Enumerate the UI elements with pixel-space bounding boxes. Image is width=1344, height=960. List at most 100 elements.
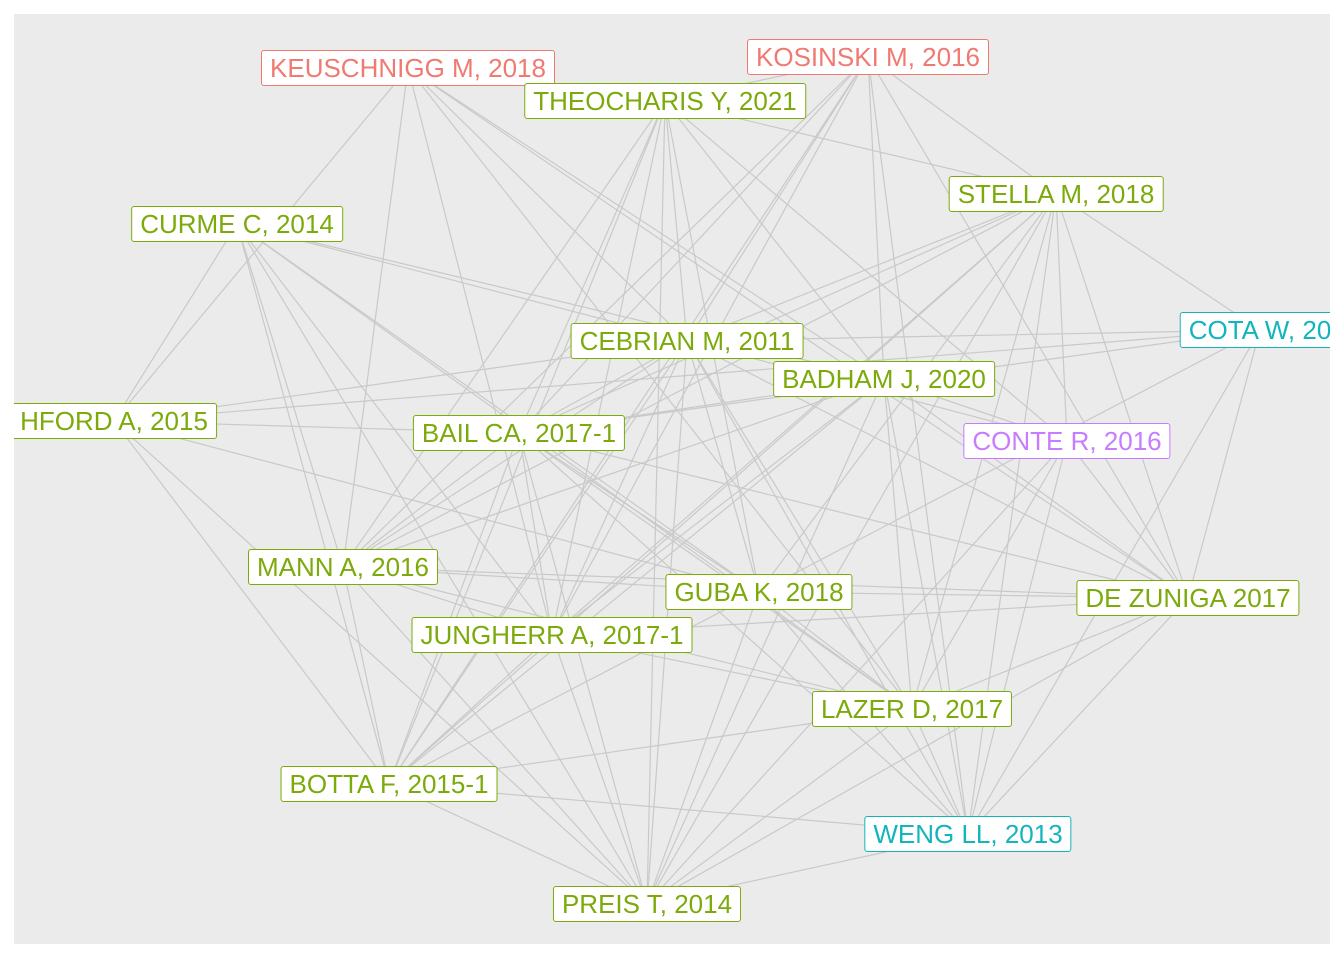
edge-ashford-preis [113,420,648,905]
edge-theocharis-conte [664,100,1068,442]
edge-stella-cebrian [686,193,1057,342]
edge-cebrian-dezuniga [686,340,1189,599]
edge-curme-mann [236,223,344,568]
edge-cebrian-jungherr [551,340,688,636]
node-keuschnigg: KEUSCHNIGG M, 2018 [261,50,555,86]
node-cebrian: CEBRIAN M, 2011 [570,323,804,359]
edge-kosinski-bail [518,56,869,434]
edge-cota-guba [758,329,1261,593]
edge-keuschnigg-jungherr [407,67,553,636]
edge-kosinski-stella [867,56,1057,195]
edge-conte-lazer [911,440,1068,710]
edge-dezuniga-weng [967,597,1189,835]
edge-bail-botta [388,432,520,785]
edge-conte-preis [646,440,1068,905]
node-conte: CONTE R, 2016 [963,423,1171,459]
edge-stella-preis [646,193,1057,905]
edge-kosinski-badham [867,56,885,380]
edge-cota-ashford [113,329,1261,422]
node-label: WENG LL, 2013 [873,819,1063,849]
edge-cota-dezuniga [1187,329,1261,599]
edge-stella-bail [518,193,1057,434]
node-label: CONTE R, 2016 [972,426,1162,456]
node-label: KOSINSKI M, 2016 [756,42,980,72]
edge-badham-weng [883,378,969,835]
node-label: LAZER D, 2017 [820,694,1004,724]
edge-curme-cebrian [236,223,688,342]
node-label: THEOCHARIS Y, 2021 [533,86,797,116]
edge-jungherr-preis [551,634,648,905]
edge-guba-preis [646,591,760,905]
edge-cebrian-botta [388,340,688,785]
edge-layer [113,56,1261,905]
edge-dezuniga-lazer [911,597,1189,710]
node-ashford: HFORD A, 2015 [14,403,217,439]
node-label: HFORD A, 2015 [20,406,208,436]
node-jungherr: JUNGHERR A, 2017-1 [411,617,693,653]
edge-mann-botta [342,566,390,785]
edge-keuschnigg-badham [407,67,885,380]
node-label: CURME C, 2014 [140,209,334,239]
edge-conte-weng [967,440,1068,835]
edge-curme-preis [236,223,648,905]
edge-cebrian-guba [686,340,760,593]
edge-kosinski-dezuniga [867,56,1189,599]
node-cota: COTA W, 20 [1179,312,1330,348]
edge-conte-dezuniga [1066,440,1189,599]
edge-badham-botta [388,378,885,785]
node-label: PREIS T, 2014 [561,889,733,919]
edge-stella-weng [967,193,1057,835]
edge-botta-preis [388,783,648,905]
node-kosinski: KOSINSKI M, 2016 [747,39,989,75]
edge-kosinski-cebrian [686,56,869,342]
node-label: BOTTA F, 2015-1 [289,769,489,799]
edge-jungherr-botta [388,634,553,785]
edge-badham-mann [342,378,885,568]
edge-curme-botta [236,223,390,785]
edge-bail-lazer [518,432,913,710]
node-label: MANN A, 2016 [257,552,429,582]
network-panel: KEUSCHNIGG M, 2018 KOSINSKI M, 2016 THEO… [14,14,1330,944]
edge-curme-lazer [236,223,913,710]
edge-stella-jungherr [551,193,1057,636]
edge-theocharis-cebrian [664,100,688,342]
edge-theocharis-badham [664,100,885,380]
node-label: BADHAM J, 2020 [782,364,986,394]
edge-badham-jungherr [551,378,885,636]
edge-lazer-weng [911,708,969,835]
edge-theocharis-preis [646,100,666,905]
edge-stella-dezuniga [1055,193,1189,599]
edge-badham-dezuniga [883,378,1189,599]
edge-mann-preis [342,566,648,905]
edge-stella-conte [1055,193,1068,442]
node-mann: MANN A, 2016 [248,549,438,585]
edge-guba-lazer [758,591,913,710]
node-botta: BOTTA F, 2015-1 [280,766,498,802]
node-label: DE ZUNIGA 2017 [1085,583,1291,613]
edge-keuschnigg-ashford [113,67,409,422]
edge-stella-mann [342,193,1057,568]
node-weng: WENG LL, 2013 [864,816,1072,852]
node-guba: GUBA K, 2018 [665,574,853,610]
node-label: COTA W, 20 [1188,315,1330,345]
node-label: KEUSCHNIGG M, 2018 [270,53,546,83]
edge-kosinski-botta [388,56,869,785]
edge-curme-ashford [113,223,238,422]
edge-dezuniga-preis [646,597,1189,905]
edge-bail-guba [518,432,760,593]
node-lazer: LAZER D, 2017 [811,691,1013,727]
edge-guba-botta [388,591,760,785]
edge-bail-preis [518,432,648,905]
edge-keuschnigg-cebrian [407,67,688,342]
edge-ashford-guba [113,420,760,593]
edge-curme-guba [236,223,760,593]
edge-stella-cota [1055,193,1261,331]
edge-keuschnigg-mann [342,67,409,568]
node-bail: BAIL CA, 2017-1 [412,415,626,451]
node-label: JUNGHERR A, 2017-1 [420,620,684,650]
node-preis: PREIS T, 2014 [552,886,742,922]
edge-stella-botta [388,193,1057,785]
edge-badham-lazer [883,378,913,710]
edge-theocharis-bail [518,100,666,434]
node-label: CEBRIAN M, 2011 [579,326,795,356]
